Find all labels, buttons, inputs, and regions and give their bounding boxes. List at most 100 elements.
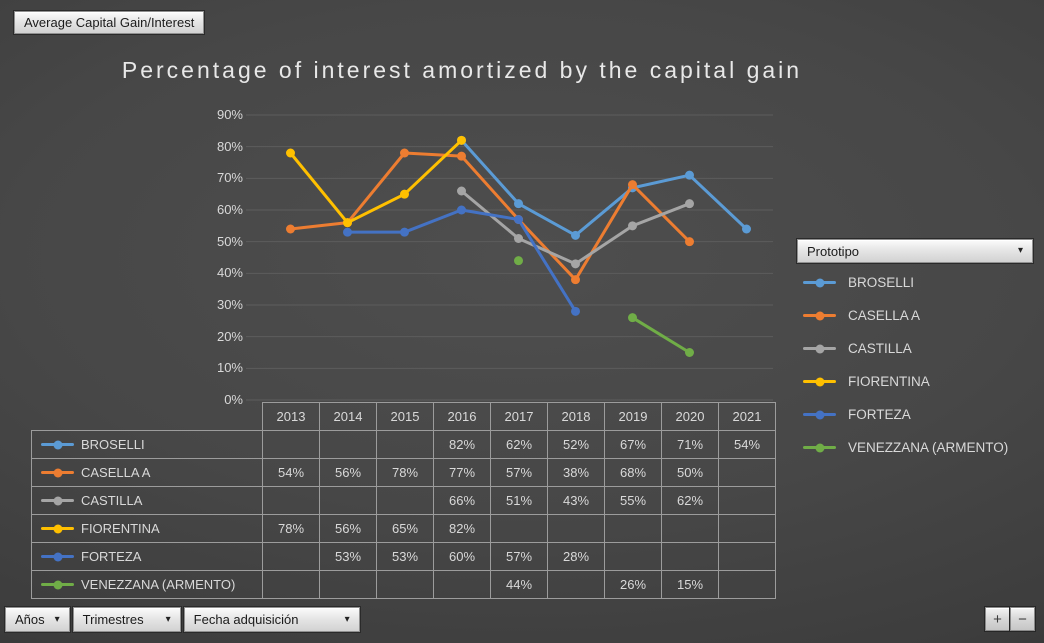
series-row-header-inner: FIORENTINA [41, 521, 262, 536]
series-name-label: BROSELLI [81, 437, 145, 452]
series-name-label: CASTILLA [81, 493, 143, 508]
marker-castilla-2018 [571, 259, 580, 269]
marker-broselli-2020 [685, 170, 694, 180]
series-row-header-inner: BROSELLI [41, 437, 262, 452]
table-cell-broselli-2013 [262, 430, 320, 459]
zoom-in-button[interactable]: + [984, 606, 1011, 632]
pivot-field-button-average-capital-gain[interactable]: Average Capital Gain/Interest [12, 10, 206, 35]
y-axis-tick: 50% [216, 233, 243, 249]
series-key-icon [803, 278, 836, 287]
table-cell-forteza-2013 [262, 542, 320, 571]
marker-forteza-2014 [343, 227, 352, 237]
chevron-down-icon: ▾ [344, 613, 350, 625]
table-cell-fiorentina-2015: 65% [376, 514, 434, 543]
table-cell-forteza-2021 [718, 542, 776, 571]
marker-castilla-2017 [514, 234, 523, 243]
series-row-header: VENEZZANA (ARMENTO) [31, 570, 263, 599]
series-row-header-inner: CASELLA A [41, 465, 262, 480]
zoom-out-button[interactable]: − [1009, 606, 1036, 632]
series-key-dot [53, 496, 62, 505]
table-cell-castilla-2015 [376, 486, 434, 515]
year-column-header: 2020 [661, 402, 719, 431]
table-cell-fiorentina-2016: 82% [433, 514, 491, 543]
table-cell-venezzana-armento-2016 [433, 570, 491, 599]
filter-button-trimestres[interactable]: Trimestres ▾ [71, 606, 182, 633]
y-axis-tick: 60% [216, 202, 243, 217]
chevron-down-icon: ▾ [1017, 245, 1023, 256]
table-cell-broselli-2018: 52% [547, 430, 605, 459]
filter-button-fecha-adquisici-n[interactable]: Fecha adquisición ▾ [182, 606, 361, 633]
marker-fiorentina-2013 [286, 148, 295, 158]
marker-broselli-2018 [571, 230, 580, 240]
table-cell-casella-a-2016: 77% [433, 458, 491, 487]
legend-item-broselli: BROSELLI [803, 266, 1008, 299]
series-key-icon [803, 377, 836, 386]
series-key-dot [815, 278, 824, 287]
table-cell-broselli-2017: 62% [490, 430, 548, 459]
year-column-header: 2021 [718, 402, 776, 431]
series-row-header-inner: CASTILLA [41, 493, 262, 508]
legend-field-dropdown[interactable]: Prototipo ▾ [796, 238, 1034, 264]
series-row-header-inner: VENEZZANA (ARMENTO) [41, 577, 262, 592]
table-cell-casella-a-2015: 78% [376, 458, 434, 487]
legend-item-label: BROSELLI [848, 275, 915, 290]
series-key-dot [815, 311, 824, 320]
series-row-header: FORTEZA [31, 542, 263, 571]
filter-button-label: Trimestres [82, 612, 144, 627]
y-axis-tick: 80% [216, 138, 243, 154]
series-key-icon [803, 311, 836, 320]
table-cell-venezzana-armento-2013 [262, 570, 320, 599]
marker-forteza-2017 [514, 215, 523, 224]
year-column-header: 2013 [262, 402, 320, 431]
marker-fiorentina-2014 [343, 218, 352, 228]
table-cell-casella-a-2021 [718, 458, 776, 487]
table-cell-broselli-2020: 71% [661, 430, 719, 459]
table-cell-casella-a-2018: 38% [547, 458, 605, 487]
series-key-dot [53, 440, 62, 449]
table-cell-fiorentina-2021 [718, 514, 776, 543]
table-cell-forteza-2018: 28% [547, 542, 605, 571]
marker-castilla-2016 [457, 186, 466, 196]
marker-venezzana-armento-2017 [514, 256, 523, 266]
table-cell-fiorentina-2019 [604, 514, 662, 543]
year-column-header: 2018 [547, 402, 605, 431]
legend-item-label: FIORENTINA [848, 374, 930, 389]
marker-casella-a-2015 [400, 148, 409, 158]
table-cell-castilla-2016: 66% [433, 486, 491, 515]
series-line-casella-a [289, 151, 691, 282]
legend-item-castilla: CASTILLA [803, 332, 1008, 365]
table-cell-venezzana-armento-2017: 44% [490, 570, 548, 599]
filter-bar: Años ▾ Trimestres ▾ Fecha adquisición ▾ [4, 606, 361, 633]
marker-casella-a-2016 [457, 151, 466, 161]
table-cell-forteza-2016: 60% [433, 542, 491, 571]
table-corner-cell [32, 403, 263, 431]
legend-item-fiorentina: FIORENTINA [803, 365, 1008, 398]
series-key-dot [815, 443, 824, 452]
table-cell-fiorentina-2018 [547, 514, 605, 543]
series-line-forteza [346, 208, 577, 313]
year-column-header: 2017 [490, 402, 548, 431]
series-key-icon [803, 344, 836, 353]
series-key-dot [53, 468, 62, 477]
legend-item-label: FORTEZA [848, 407, 911, 422]
y-axis-tick: 0% [224, 392, 243, 407]
year-column-header: 2019 [604, 402, 662, 431]
legend-item-label: CASELLA A [848, 308, 921, 323]
filter-button-a-os[interactable]: Años ▾ [4, 606, 71, 633]
legend-item-label: VENEZZANA (ARMENTO) [848, 440, 1009, 455]
series-key-dot [815, 410, 824, 419]
series-key-icon [41, 468, 74, 477]
table-row-forteza: FORTEZA 53% 53% 60% 57% 28% [31, 542, 776, 571]
table-cell-broselli-2021: 54% [718, 430, 776, 459]
year-column-header: 2015 [376, 402, 434, 431]
table-row-broselli: BROSELLI 82% 62% 52% 67% 71% 54% [31, 430, 776, 459]
legend-item-venezzana-armento: VENEZZANA (ARMENTO) [803, 431, 1008, 464]
chart-data-table: 2013 2014 2015 2016 2017 2018 2019 2020 2021 BRO… [31, 402, 776, 599]
table-cell-forteza-2015: 53% [376, 542, 434, 571]
y-axis-tick: 20% [216, 328, 243, 344]
marker-forteza-2016 [457, 205, 466, 215]
table-cell-venezzana-armento-2019: 26% [604, 570, 662, 599]
marker-castilla-2020 [685, 199, 694, 209]
series-row-header: FIORENTINA [31, 514, 263, 543]
